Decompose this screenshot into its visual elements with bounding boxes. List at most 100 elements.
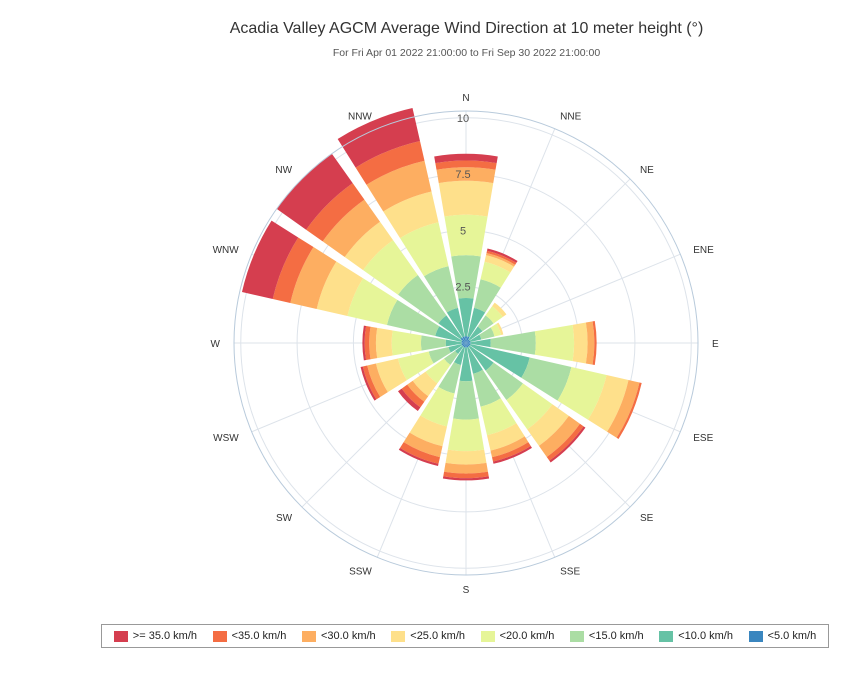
legend-swatch	[113, 630, 128, 642]
bar-segment-wsw-2	[428, 346, 451, 364]
legend-item[interactable]: <25.0 km/h	[391, 630, 465, 642]
direction-label-nnw: NNW	[348, 112, 372, 123]
bar-segment-w-6	[364, 325, 371, 361]
bar-segment-se-4	[527, 404, 569, 446]
bar-segment-ssw-1	[454, 346, 466, 365]
legend-item[interactable]: <35.0 km/h	[212, 630, 286, 642]
bar-segment-n-7	[434, 153, 498, 164]
bar-segment-n-5	[436, 167, 496, 184]
bar-segment-ne-0	[466, 339, 470, 343]
legend-swatch	[212, 630, 227, 642]
bar-segment-ene-1	[469, 334, 482, 343]
bar-segment-s-6	[443, 471, 489, 479]
legend-label: <5.0 km/h	[767, 630, 817, 642]
radial-tick-label: 5	[460, 225, 466, 237]
bar-segment-ese-3	[557, 366, 607, 420]
bar-segment-sse-0	[466, 343, 469, 348]
direction-label-se: SE	[640, 513, 654, 524]
bar-segment-e-5	[585, 321, 595, 365]
bar-segment-ne-4	[492, 302, 507, 317]
grid-spoke	[465, 253, 681, 344]
bar-segment-w-0	[461, 342, 466, 344]
bar-segment-wsw-0	[461, 343, 466, 346]
bar-segment-s-4	[445, 449, 487, 465]
chart-title: Acadia Valley AGCM Average Wind Directio…	[229, 20, 704, 37]
wind-rose-chart: 2.5 5 7.5 10 N NNE NE ENE E ESE SE SSE S SSW SW WSW W WNW…	[211, 93, 719, 596]
bar-segment-w-2	[420, 335, 447, 351]
bar-segment-w-7	[362, 325, 367, 361]
bar-segment-wnw-4	[316, 261, 364, 317]
bar-segment-se-6	[546, 423, 584, 461]
bar-segment-e-1	[470, 338, 491, 348]
radial-tick-label: 2.5	[455, 282, 470, 294]
bar-segment-ssw-6	[400, 442, 441, 464]
bar-segment-e-6	[592, 321, 597, 365]
legend-swatch	[569, 630, 584, 642]
direction-label-wnw: WNW	[213, 245, 240, 256]
bar-segment-w-1	[445, 339, 462, 347]
direction-label-ese: ESE	[693, 433, 713, 444]
legend-label: >= 35.0 km/h	[132, 630, 198, 642]
legend-item[interactable]: >= 35.0 km/h	[113, 630, 198, 642]
bar-segment-e-3	[534, 324, 575, 362]
bar-segment-wsw-5	[367, 363, 388, 397]
legend-item[interactable]: <20.0 km/h	[480, 630, 554, 642]
bar-segment-nne-3	[480, 261, 511, 288]
bar-segment-e-0	[466, 342, 471, 344]
legend-swatch	[480, 630, 495, 642]
bar-segment-sw-0	[462, 343, 466, 347]
bar-segment-wnw-3	[347, 278, 398, 326]
bar-segment-se-1	[468, 345, 494, 371]
legend-swatch	[301, 630, 316, 642]
bar-segment-wsw-4	[375, 358, 407, 393]
bar-segment-nne-5	[485, 252, 516, 267]
bar-segment-n-1	[458, 297, 474, 337]
bar-segment-sse-1	[466, 346, 483, 374]
bar-segment-nw-4	[344, 221, 394, 271]
bar-segment-sse-6	[491, 442, 531, 462]
bar-segment-nnw-6	[355, 140, 425, 185]
bar-segment-nne-4	[484, 255, 514, 273]
bar-segment-sse-2	[472, 369, 501, 407]
bar-segment-ne-3	[485, 306, 503, 324]
bar-segment-ese-0	[466, 343, 471, 346]
bar-segment-wnw-2	[386, 299, 440, 337]
bar-segment-ssw-4	[409, 415, 448, 447]
legend-item[interactable]: <30.0 km/h	[301, 630, 376, 642]
bar-segment-w-4	[375, 327, 393, 359]
bar-segment-ene-2	[479, 327, 495, 340]
bar-segment-se-0	[466, 343, 470, 347]
bar-segment-ssw-5	[403, 432, 443, 458]
bar-segment-nne-2	[473, 279, 501, 313]
direction-label-ene: ENE	[693, 245, 714, 256]
bar-segment-nw-1	[438, 315, 463, 340]
chart-legend: >= 35.0 km/h <35.0 km/h <30.0 km/h <25.0 km…	[101, 624, 829, 648]
bar-segment-wsw-7	[360, 366, 377, 401]
bar-segment-ese-4	[588, 374, 629, 432]
chart-subtitle: For Fri Apr 01 2022 21:00:00 to Fri Sep …	[332, 47, 601, 59]
bar-segment-s-3	[447, 418, 485, 452]
bar-segment-sw-6	[401, 384, 425, 408]
legend-item[interactable]: <5.0 km/h	[748, 630, 817, 642]
bar-segment-wsw-6	[362, 365, 381, 400]
bar-segment-e-4	[572, 322, 588, 364]
direction-label-n: N	[462, 93, 469, 104]
bar-segment-sse-3	[480, 398, 517, 436]
bar-segment-nw-2	[398, 275, 447, 324]
direction-label-nw: NW	[275, 165, 292, 176]
bar-segment-nw-3	[363, 240, 418, 295]
bar-segment-w-5	[369, 326, 378, 360]
bar-segment-se-7	[549, 426, 586, 463]
bar-segment-sw-1	[454, 345, 464, 355]
legend-item[interactable]: <15.0 km/h	[569, 630, 644, 642]
bar-segment-s-5	[444, 462, 488, 474]
bar-segment-nnw-4	[383, 191, 439, 239]
bar-segment-n-4	[438, 180, 494, 217]
bar-segment-s-7	[442, 476, 490, 481]
bar-segment-sw-2	[443, 350, 459, 366]
bar-segment-wsw-1	[448, 343, 463, 353]
legend-item[interactable]: <10.0 km/h	[659, 630, 733, 642]
bar-segment-ssw-0	[463, 343, 466, 348]
legend-label: <30.0 km/h	[320, 630, 376, 642]
direction-label-ne: NE	[640, 165, 654, 176]
